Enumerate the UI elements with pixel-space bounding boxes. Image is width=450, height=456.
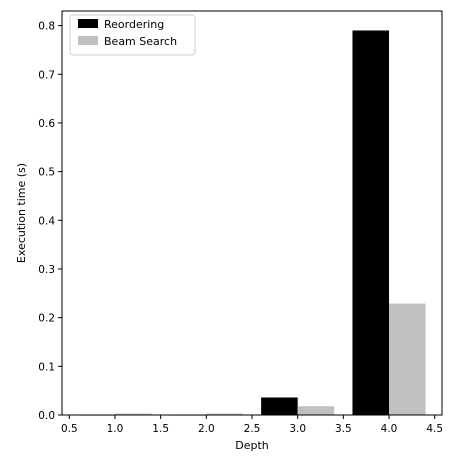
bar-beam-search-3 — [297, 406, 335, 415]
x-tick-label: 3.5 — [335, 423, 352, 435]
x-tick-label: 1.5 — [152, 423, 169, 435]
legend: Reordering Beam Search — [69, 14, 196, 56]
y-ticks: 0.0 0.1 0.2 0.3 0.4 0.5 0.6 0.7 0.8 — [38, 21, 62, 422]
legend-swatch-reordering — [78, 19, 98, 28]
x-tick-label: 1.0 — [107, 423, 124, 435]
y-tick-label: 0.8 — [38, 21, 55, 33]
x-ticks: 0.5 1.0 1.5 2.0 2.5 3.0 3.5 4.0 4.5 — [61, 415, 443, 435]
y-tick-label: 0.0 — [38, 410, 55, 422]
x-tick-label: 3.0 — [289, 423, 306, 435]
y-tick-label: 0.3 — [38, 264, 55, 276]
y-tick-label: 0.1 — [38, 361, 55, 373]
x-tick-label: 4.5 — [426, 423, 443, 435]
legend-swatch-beam-search — [78, 36, 98, 45]
y-tick-label: 0.4 — [38, 215, 55, 227]
bar-reordering-3 — [261, 397, 298, 415]
x-axis-label: Depth — [235, 439, 269, 452]
bar-beam-search-1 — [114, 413, 152, 415]
bar-reordering-4 — [352, 30, 390, 415]
x-tick-label: 2.5 — [244, 423, 261, 435]
y-tick-label: 0.2 — [38, 313, 55, 325]
legend-label-reordering: Reordering — [104, 18, 164, 31]
y-axis-label: Execution time (s) — [15, 163, 28, 263]
bar-beam-search-4 — [389, 303, 426, 415]
legend-box — [69, 14, 196, 56]
y-tick-label: 0.7 — [38, 69, 55, 81]
bars-layer — [78, 30, 426, 416]
x-tick-label: 0.5 — [61, 423, 78, 435]
x-tick-label: 4.0 — [381, 423, 398, 435]
y-tick-label: 0.6 — [38, 118, 55, 130]
y-tick-label: 0.5 — [38, 167, 55, 179]
bar-beam-search-2 — [206, 413, 243, 415]
legend-label-beam-search: Beam Search — [104, 35, 177, 48]
x-tick-label: 2.0 — [198, 423, 215, 435]
